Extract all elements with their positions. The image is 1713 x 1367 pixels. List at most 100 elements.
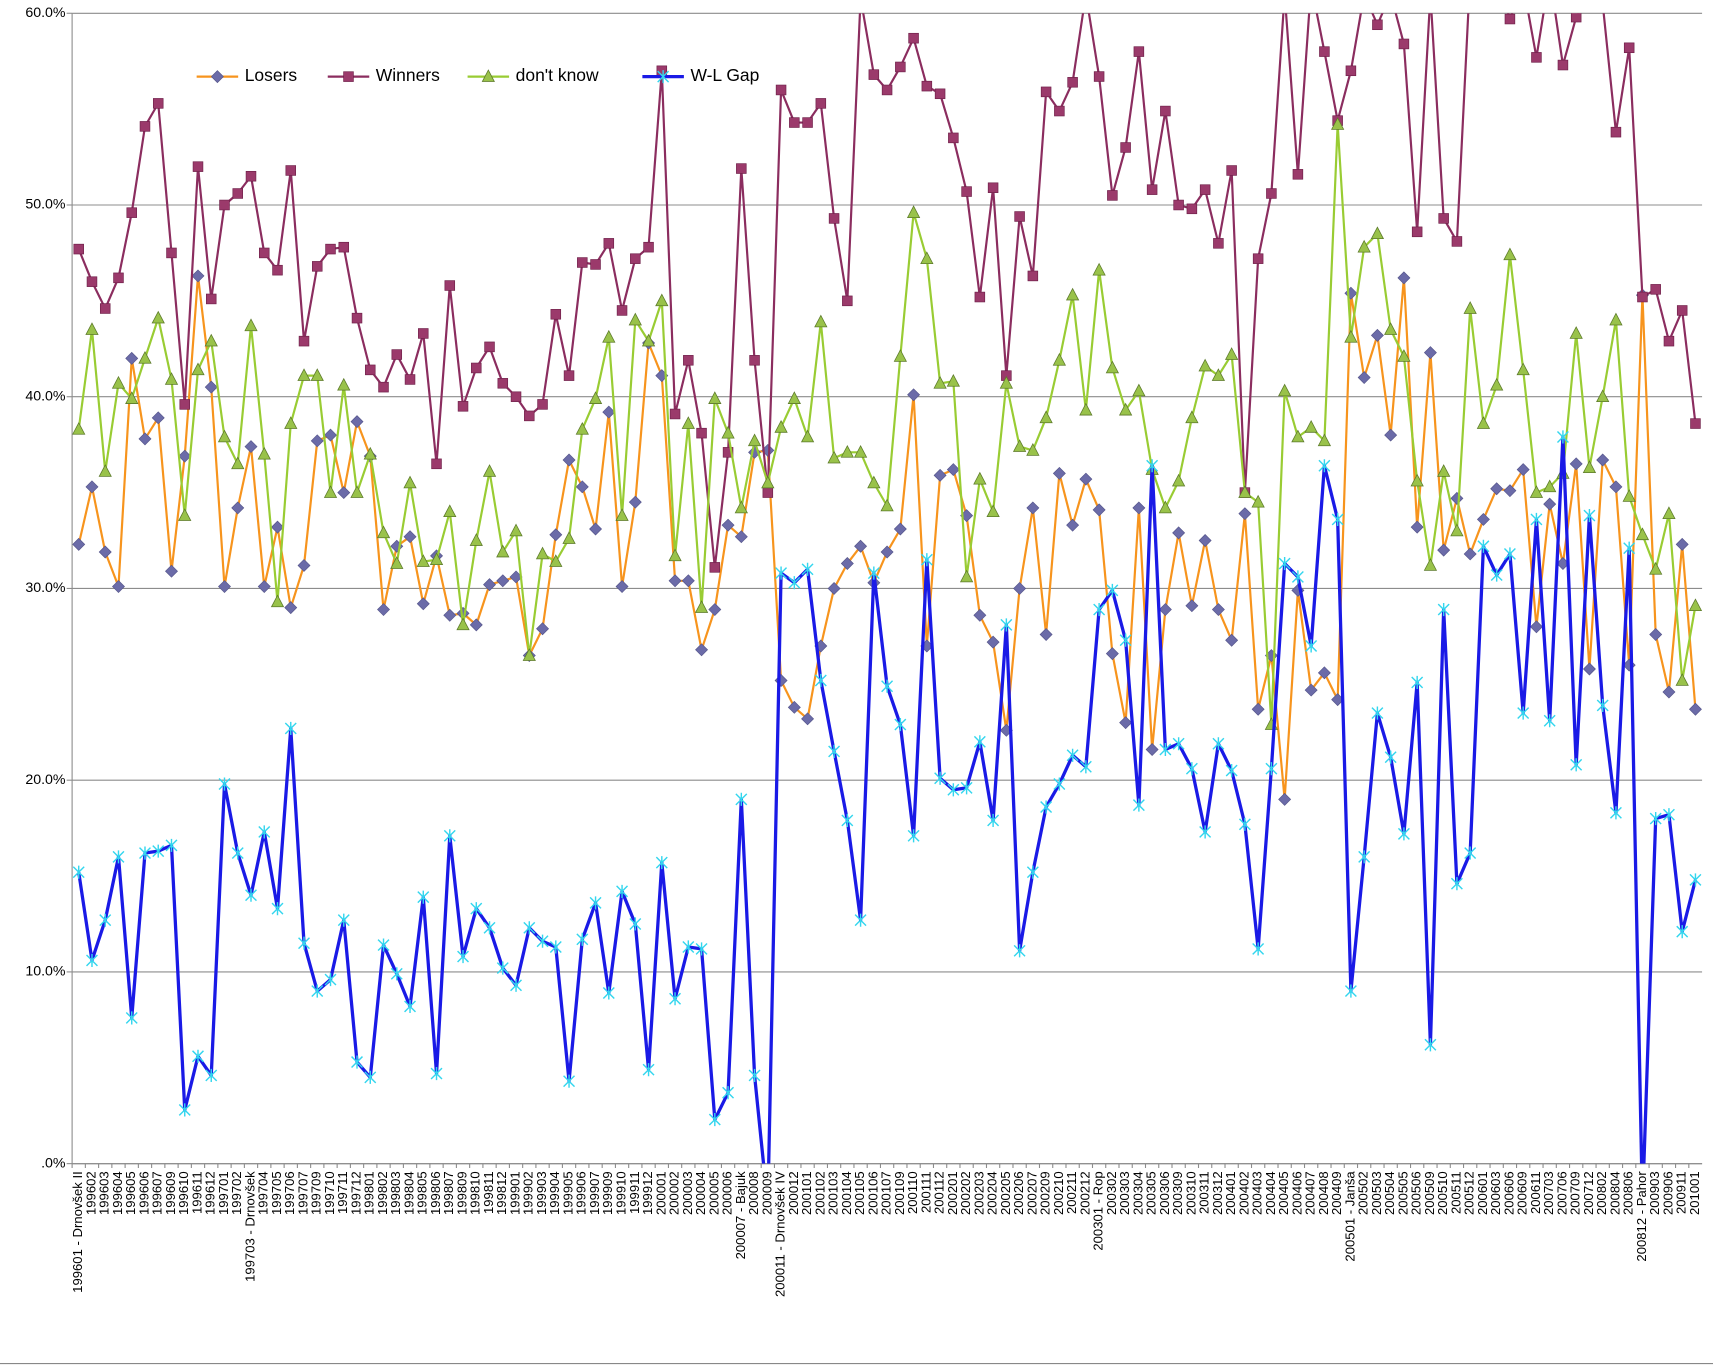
x-tick-label: 200109 [892,1171,907,1215]
x-tick-label: 199711 [335,1171,350,1214]
data-point [1040,86,1052,98]
x-tick-label: 200002 [667,1171,682,1215]
x-tick-label: 199904 [547,1171,562,1215]
x-tick-label: 199905 [560,1171,575,1215]
x-tick-label: 199610 [176,1171,191,1215]
data-point [1198,534,1212,547]
data-point [205,1068,218,1083]
data-point [588,391,603,404]
data-point [510,978,523,992]
data-point [364,1070,377,1084]
data-point [111,375,126,389]
x-tick-label: 199709 [309,1171,324,1215]
x-tick-label: 200506 [1409,1171,1424,1215]
data-point [378,381,389,393]
x-tick-label: 199712 [348,1171,363,1215]
data-point [165,564,178,578]
data-point [469,533,483,546]
data-point [125,351,139,365]
data-point [1543,497,1557,511]
data-point [1014,211,1025,222]
data-point [1265,762,1278,776]
data-point [244,440,258,454]
data-point [470,902,483,916]
x-tick-label: 199707 [295,1171,310,1215]
x-tick-label: 200102 [812,1171,827,1215]
data-point [1517,706,1530,720]
data-point [1213,238,1224,249]
data-point [471,362,482,374]
data-point [1451,236,1463,247]
data-point [1292,169,1304,180]
data-point [827,450,841,464]
data-point [616,884,629,898]
data-point [126,207,137,218]
x-tick-label: 200812 - Pahor [1634,1171,1649,1262]
data-point [536,934,549,948]
x-tick-label: 199803 [388,1171,403,1215]
data-point [920,553,933,567]
data-point [788,576,801,590]
data-point [404,374,416,385]
data-point [735,792,748,806]
data-point [1675,537,1689,551]
data-point [416,597,430,611]
data-point [1252,253,1264,264]
data-point [1171,473,1186,487]
data-point [1052,466,1066,480]
x-tick-label: 199609 [163,1171,178,1215]
data-point [1690,418,1701,429]
x-tick-label: 200008 [746,1171,761,1215]
data-point [840,444,854,458]
x-tick-label: 199705 [269,1171,284,1215]
data-point [483,578,497,592]
plot-area [72,13,1703,1164]
data-point [324,428,337,442]
data-point [365,364,376,376]
x-tick-label: 199702 [229,1171,244,1215]
data-point [1464,846,1477,860]
data-point [151,411,165,425]
data-point [1543,479,1557,493]
legend-label: Winners [376,65,440,85]
data-point [164,372,179,385]
data-point [285,165,297,176]
data-point [1344,286,1358,300]
data-point [86,276,98,287]
data-point [1437,464,1451,477]
data-point [125,391,139,404]
x-tick-label: 200211 [1064,1171,1079,1214]
data-point [1331,117,1345,130]
data-point [1067,77,1078,88]
data-point [219,199,230,211]
data-point [1344,984,1357,998]
data-point [1159,742,1172,757]
data-point [257,446,271,460]
data-point [138,432,152,446]
legend-marker [210,70,224,84]
data-point [351,1055,363,1069]
data-point [1118,402,1133,416]
x-tick-label: 200401 [1223,1171,1238,1215]
data-point [946,374,960,387]
data-point [245,888,257,902]
data-point [1026,501,1040,515]
data-point [152,98,164,109]
x-tick-label: 199603 [97,1171,112,1215]
data-point [363,446,377,460]
data-point [1463,547,1477,561]
data-point [708,603,722,617]
data-point [1146,184,1158,195]
legend-marker [657,70,670,84]
data-point [629,917,642,931]
data-point [337,913,350,927]
data-point [1344,329,1358,343]
data-point [1132,798,1145,812]
data-point [1370,328,1384,342]
data-point [1424,1038,1437,1052]
data-point [933,375,947,389]
data-point [272,264,283,276]
data-point [602,405,616,419]
x-tick-label: 199907 [587,1171,602,1215]
data-point [948,132,959,144]
